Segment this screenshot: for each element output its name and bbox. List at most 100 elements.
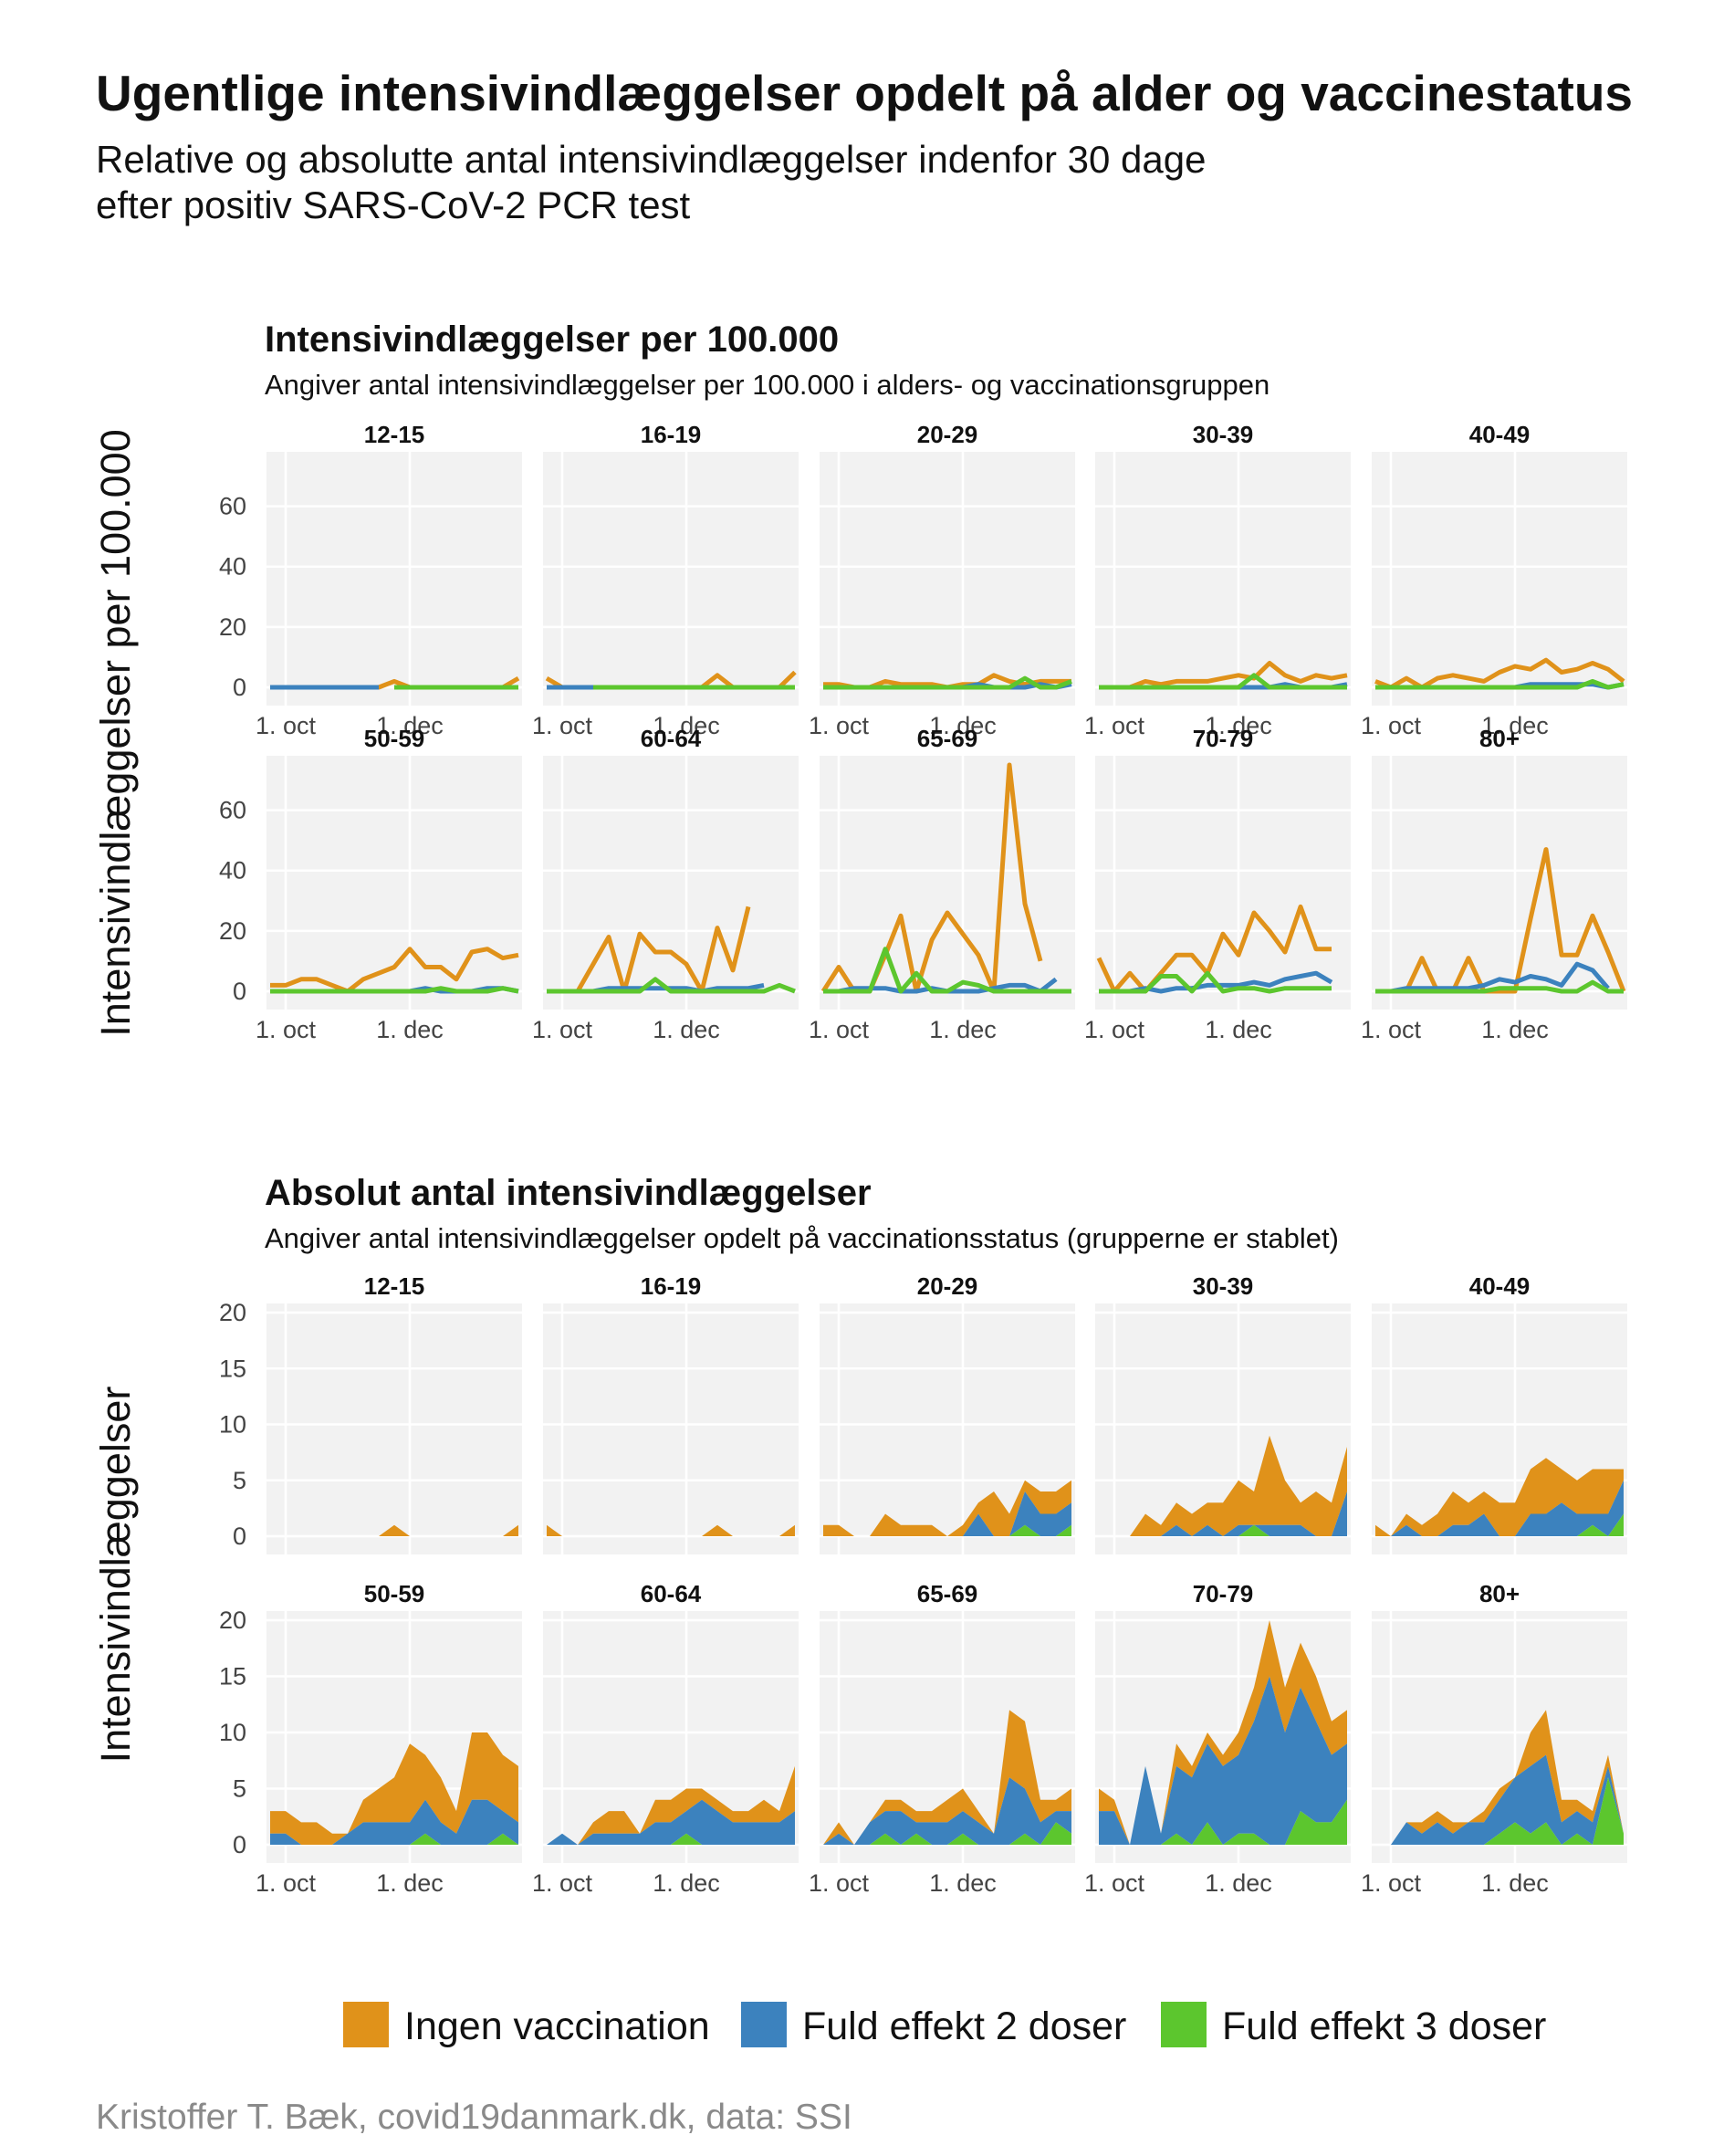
panel-background bbox=[543, 756, 799, 1010]
facet-0-50-59: 50-59 0 20 40 60 1. oct 1. dec bbox=[219, 725, 522, 1043]
facet-label: 60-64 bbox=[641, 725, 702, 752]
facet-0-20-29: 20-29 1. oct 1. dec bbox=[809, 421, 1075, 739]
panel-background bbox=[1095, 756, 1351, 1010]
x-tick-label: 1. oct bbox=[1084, 1016, 1145, 1043]
y-axis-label-absolute: Intensivindlæggelser bbox=[92, 1387, 139, 1764]
x-tick-label: 1. dec bbox=[929, 712, 997, 739]
series-area-unvaccinated bbox=[1099, 1435, 1347, 1536]
facet-label: 12-15 bbox=[364, 1272, 425, 1300]
y-tick-label: 40 bbox=[219, 553, 246, 581]
main-title: Ugentlige intensivindlæggelser opdelt på… bbox=[96, 65, 1633, 121]
facet-0-30-39: 30-39 1. oct 1. dec bbox=[1084, 421, 1351, 739]
y-tick-label: 0 bbox=[233, 1831, 246, 1858]
legend-swatch-unvaccinated bbox=[343, 2002, 389, 2047]
facet-1-40-49: 40-49 bbox=[1372, 1272, 1627, 1554]
y-tick-label: 5 bbox=[233, 1467, 246, 1494]
facet-label: 65-69 bbox=[917, 1580, 978, 1607]
x-tick-label: 1. dec bbox=[653, 1016, 720, 1043]
facet-label: 20-29 bbox=[917, 421, 978, 448]
y-tick-label: 20 bbox=[219, 1607, 246, 1634]
section-title-absolute: Absolut antal intensivindlæggelser bbox=[265, 1173, 872, 1213]
series-area-two-doses bbox=[547, 1799, 795, 1845]
x-tick-label: 1. oct bbox=[1084, 1869, 1145, 1897]
x-tick-label: 1. dec bbox=[929, 1869, 997, 1897]
facet-0-16-19: 16-19 1. oct 1. dec bbox=[532, 421, 799, 739]
series-area-three-doses bbox=[270, 1833, 518, 1845]
legend-swatch-two-doses bbox=[741, 2002, 787, 2047]
series-line-three-doses bbox=[1099, 970, 1332, 994]
series-line-unvaccinated bbox=[270, 947, 519, 994]
x-tick-label: 1. dec bbox=[1481, 1016, 1549, 1043]
facet-1-60-64: 60-64 1. oct 1. dec bbox=[532, 1580, 799, 1897]
legend-swatch-three-doses bbox=[1161, 2002, 1207, 2047]
x-tick-label: 1. oct bbox=[532, 1016, 593, 1043]
facet-label: 40-49 bbox=[1469, 421, 1531, 448]
facet-label: 65-69 bbox=[917, 725, 978, 752]
panel-background bbox=[266, 1303, 522, 1554]
x-tick-label: 1. dec bbox=[653, 1869, 720, 1897]
section-title-rate: Intensivindlæggelser per 100.000 bbox=[265, 319, 839, 360]
x-tick-label: 1. oct bbox=[532, 1869, 593, 1897]
facet-1-80+: 80+ 1. oct 1. dec bbox=[1361, 1580, 1627, 1897]
section-subtitle-absolute: Angiver antal intensivindlæggelser opdel… bbox=[265, 1222, 1339, 1254]
panel-background bbox=[820, 756, 1075, 1010]
y-tick-label: 20 bbox=[219, 1299, 246, 1326]
legend-label-three-doses: Fuld effekt 3 doser bbox=[1222, 2004, 1546, 2048]
x-tick-label: 1. oct bbox=[256, 1016, 317, 1043]
panel-background bbox=[820, 452, 1075, 706]
y-tick-label: 15 bbox=[219, 1355, 246, 1382]
series-line-unvaccinated bbox=[1099, 661, 1348, 690]
series-area-three-doses bbox=[1375, 1513, 1624, 1536]
main-subtitle: Relative og absolutte antal intensivindl… bbox=[96, 138, 1207, 226]
series-line-unvaccinated bbox=[1096, 904, 1332, 994]
series-line-three-doses bbox=[1375, 979, 1624, 994]
facet-label: 80+ bbox=[1479, 1580, 1520, 1607]
series-area-unvaccinated bbox=[823, 1480, 1071, 1536]
y-tick-label: 60 bbox=[219, 797, 246, 824]
series-line-two-doses bbox=[1375, 961, 1610, 994]
series-line-unvaccinated bbox=[1375, 847, 1626, 994]
series-line-three-doses bbox=[547, 977, 796, 994]
y-tick-label: 10 bbox=[219, 1411, 246, 1439]
y-tick-label: 0 bbox=[233, 978, 246, 1005]
series-line-unvaccinated bbox=[547, 905, 751, 994]
series-line-unvaccinated bbox=[1374, 657, 1625, 690]
facet-label: 20-29 bbox=[917, 1272, 978, 1300]
series-area-three-doses bbox=[1375, 1777, 1624, 1845]
series-line-three-doses bbox=[823, 675, 1072, 690]
y-tick-label: 40 bbox=[219, 857, 246, 884]
legend: Ingen vaccination Fuld effekt 2 doser Fu… bbox=[343, 2002, 1546, 2048]
facet-0-65-69: 65-69 1. oct 1. dec bbox=[809, 725, 1075, 1043]
facet-1-20-29: 20-29 bbox=[820, 1272, 1075, 1554]
series-area-two-doses bbox=[270, 1799, 518, 1845]
y-tick-label: 60 bbox=[219, 493, 246, 520]
facet-label: 30-39 bbox=[1193, 1272, 1254, 1300]
series-area-unvaccinated bbox=[270, 1732, 518, 1845]
facet-0-70-79: 70-79 1. oct 1. dec bbox=[1084, 725, 1351, 1043]
caption: Kristoffer T. Bæk, covid19danmark.dk, da… bbox=[96, 2098, 852, 2137]
facet-label: 50-59 bbox=[364, 1580, 425, 1607]
series-area-three-doses bbox=[1099, 1799, 1347, 1845]
series-line-three-doses bbox=[1099, 673, 1347, 690]
plot-panels: 12-15 0 20 40 60 1. oct 1. dec 16-19 1. oct 1. de… bbox=[219, 421, 1627, 1897]
series-area-unvaccinated bbox=[1375, 1710, 1624, 1845]
series-line-three-doses bbox=[270, 986, 519, 994]
x-tick-label: 1. dec bbox=[376, 1016, 444, 1043]
y-tick-label: 15 bbox=[219, 1663, 246, 1690]
y-tick-label: 10 bbox=[219, 1719, 246, 1746]
panel-background bbox=[543, 452, 799, 706]
panel-background bbox=[543, 1303, 799, 1554]
legend-label-two-doses: Fuld effekt 2 doser bbox=[802, 2004, 1126, 2048]
x-tick-label: 1. dec bbox=[1205, 1869, 1272, 1897]
facet-label: 30-39 bbox=[1193, 421, 1254, 448]
series-area-three-doses bbox=[823, 1524, 1071, 1536]
x-tick-label: 1. oct bbox=[256, 1869, 317, 1897]
x-tick-label: 1. oct bbox=[809, 1869, 870, 1897]
facet-label: 40-49 bbox=[1469, 1272, 1531, 1300]
y-tick-label: 5 bbox=[233, 1775, 246, 1803]
series-area-two-doses bbox=[823, 1777, 1071, 1845]
x-tick-label: 1. oct bbox=[809, 712, 870, 739]
x-tick-label: 1. dec bbox=[929, 1016, 997, 1043]
y-tick-label: 0 bbox=[233, 674, 246, 701]
